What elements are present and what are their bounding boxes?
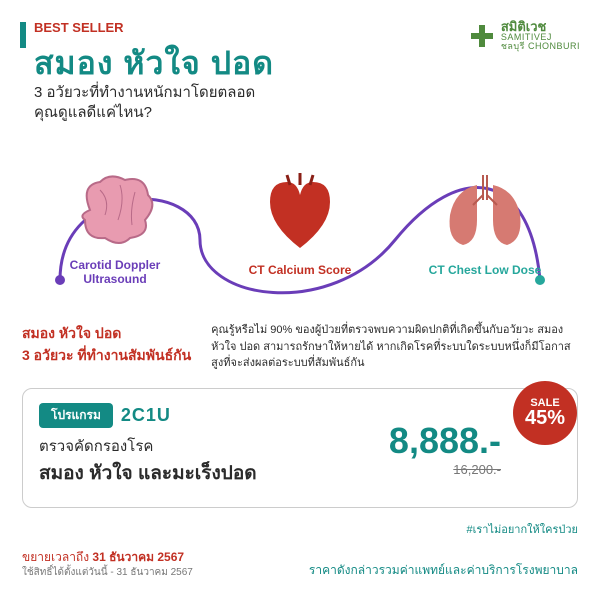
brain-label: Carotid Doppler Ultrasound — [50, 258, 180, 286]
heart-icon — [255, 170, 345, 255]
cross-icon — [469, 23, 495, 49]
lung-icon — [435, 170, 535, 255]
mid-section: สมอง หัวใจ ปอด 3 อวัยวะ ที่ทำงานสัมพันธ์… — [22, 322, 578, 372]
logo-text-en2: ชลบุรี CHONBURI — [501, 42, 580, 51]
brain-icon — [70, 170, 160, 250]
price-now: 8,888.- — [389, 420, 501, 462]
price-box: โปรแกรม 2C1U ตรวจคัดกรองโรค สมอง หัวใจ แ… — [22, 388, 578, 508]
sale-pct: 45% — [525, 407, 565, 430]
price-old: 16,200.- — [453, 462, 501, 477]
footer-note: ราคาดังกล่าวรวมค่าแพทย์และค่าบริการโรงพย… — [309, 561, 578, 580]
accent-bar — [20, 22, 26, 48]
subtitle-line2: คุณดูแลดีแค่ไหน? — [34, 100, 152, 124]
sale-badge: SALE 45% — [513, 381, 577, 445]
hospital-logo: สมิติเวช SAMITIVEJ ชลบุรี CHONBURI — [469, 20, 580, 51]
mid-body: คุณรู้หรือไม่ 90% ของผู้ป่วยที่ตรวจพบควา… — [211, 322, 578, 372]
heart-label: CT Calcium Score — [235, 263, 365, 277]
ext-prefix: ขยายเวลาถึง — [22, 550, 92, 564]
mid-left-line1: สมอง หัวใจ ปอด — [22, 322, 191, 344]
hashtag: #เราไม่อยากให้ใครป่วย — [467, 520, 579, 538]
mid-headline: สมอง หัวใจ ปอด 3 อวัยวะ ที่ทำงานสัมพันธ์… — [22, 322, 191, 372]
footer: ขยายเวลาถึง 31 ธันวาคม 2567 ใช้สิทธิ์ได้… — [22, 549, 578, 580]
mid-left-line2: 3 อวัยวะ ที่ทำงานสัมพันธ์กัน — [22, 344, 191, 366]
extension-line: ขยายเวลาถึง 31 ธันวาคม 2567 — [22, 549, 193, 566]
price-desc1: ตรวจคัดกรองโรค — [39, 434, 389, 458]
ext-date: 31 ธันวาคม 2567 — [92, 550, 184, 564]
price-desc2: สมอง หัวใจ และมะเร็งปอด — [39, 458, 389, 488]
organs-section: Carotid Doppler Ultrasound CT Calcium Sc… — [0, 140, 600, 310]
organ-lung: CT Chest Low Dose — [420, 170, 550, 277]
lung-label: CT Chest Low Dose — [420, 263, 550, 277]
program-code: 2C1U — [121, 405, 171, 426]
extension-sub: ใช้สิทธิ์ได้ตั้งแต่วันนี้ - 31 ธันวาคม 2… — [22, 566, 193, 580]
best-seller-label: BEST SELLER — [34, 20, 124, 35]
program-badge: โปรแกรม — [39, 403, 113, 428]
organ-heart: CT Calcium Score — [235, 170, 365, 277]
organ-brain: Carotid Doppler Ultrasound — [50, 170, 180, 286]
